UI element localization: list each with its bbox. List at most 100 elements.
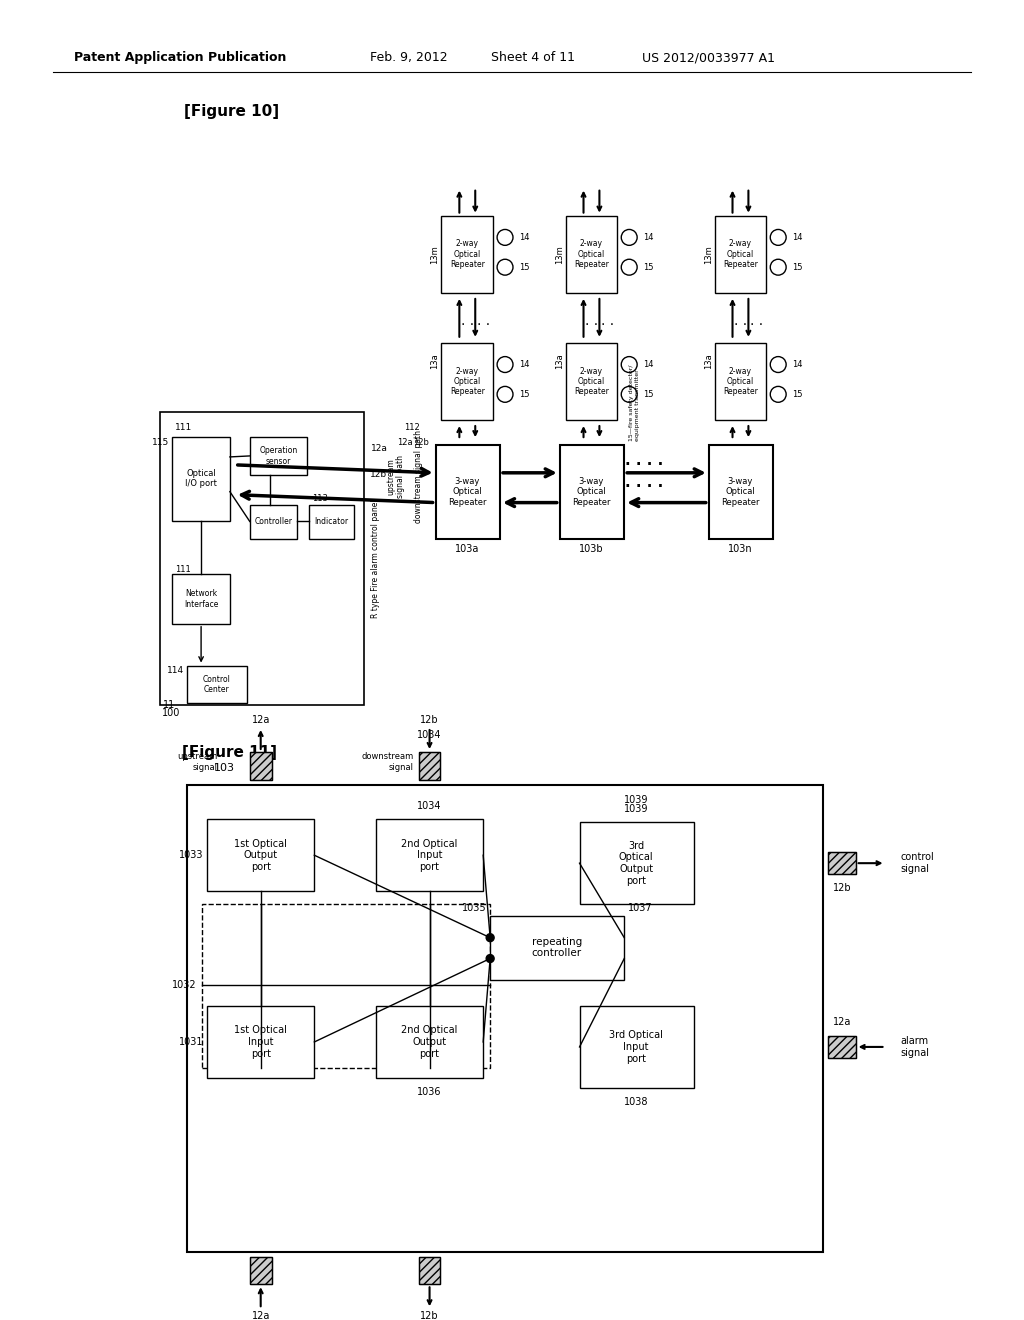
Text: 15: 15 [519, 389, 529, 399]
Text: 15: 15 [643, 389, 653, 399]
Circle shape [770, 230, 786, 246]
Bar [709, 445, 773, 540]
Text: 1st Optical
Output
port: 1st Optical Output port [234, 838, 287, 871]
Text: downstream
signal: downstream signal [361, 752, 414, 772]
Circle shape [770, 387, 786, 403]
Text: 13m: 13m [555, 246, 563, 264]
Text: Operation
sensor: Operation sensor [259, 446, 298, 466]
Text: 13m: 13m [703, 246, 713, 264]
Bar [250, 752, 271, 780]
Text: Network
Interface: Network Interface [184, 589, 218, 609]
Text: US 2012/0033977 A1: US 2012/0033977 A1 [642, 51, 775, 65]
Bar [187, 665, 247, 704]
Circle shape [497, 259, 513, 275]
Text: 100: 100 [163, 709, 180, 718]
Bar [441, 343, 494, 420]
Text: 3rd
Optical
Output
port: 3rd Optical Output port [618, 841, 653, 886]
Text: · · · ·: · · · · [625, 457, 664, 473]
Text: 12a: 12a [833, 1018, 851, 1027]
Text: · ·: · · [585, 318, 598, 331]
Text: 14: 14 [793, 232, 803, 242]
Bar [250, 752, 271, 780]
Text: 113: 113 [312, 494, 329, 503]
Bar [207, 1006, 314, 1077]
Text: · ·: · · [461, 318, 474, 331]
Text: 14: 14 [643, 232, 653, 242]
Text: 15: 15 [793, 389, 803, 399]
Circle shape [622, 230, 637, 246]
Bar [376, 1006, 483, 1077]
Bar [827, 1036, 856, 1057]
Text: upstream
signal: upstream signal [178, 752, 218, 772]
Bar [580, 822, 694, 904]
Bar [419, 1257, 440, 1284]
Text: Sheet 4 of 11: Sheet 4 of 11 [490, 51, 574, 65]
Text: [Figure 11]: [Figure 11] [182, 746, 278, 760]
Text: 111: 111 [175, 565, 191, 574]
Bar [187, 784, 823, 1251]
Circle shape [486, 954, 495, 962]
Bar [419, 752, 440, 780]
Text: 12b: 12b [420, 1311, 439, 1320]
Text: 15: 15 [643, 263, 653, 272]
Text: 2-way
Optical
Repeater: 2-way Optical Repeater [723, 239, 758, 269]
Text: 2-way
Optical
Repeater: 2-way Optical Repeater [723, 367, 758, 396]
Text: 3-way
Optical
Repeater: 3-way Optical Repeater [721, 477, 760, 507]
Text: 13a: 13a [430, 354, 439, 370]
Text: Feb. 9, 2012: Feb. 9, 2012 [370, 51, 447, 65]
Text: 15: 15 [519, 263, 529, 272]
Text: 1038: 1038 [624, 1097, 648, 1106]
Text: 12a: 12a [371, 445, 387, 454]
Text: 12a: 12a [252, 1311, 270, 1320]
Text: repeating
controller: repeating controller [531, 937, 582, 958]
Text: · ·: · · [601, 318, 614, 331]
Text: Patent Application Publication: Patent Application Publication [74, 51, 287, 65]
Text: 1032: 1032 [171, 981, 197, 990]
Text: R type Fire alarm control panel: R type Fire alarm control panel [372, 499, 381, 618]
Bar [202, 904, 490, 1068]
Text: 2nd Optical
Input
port: 2nd Optical Input port [401, 838, 458, 871]
Bar [250, 1257, 271, 1284]
Bar [435, 445, 500, 540]
Circle shape [770, 356, 786, 372]
Text: 12b: 12b [833, 883, 851, 894]
Text: · ·: · · [734, 318, 748, 331]
Text: 14: 14 [793, 360, 803, 370]
Text: 1034: 1034 [418, 730, 441, 741]
Text: 1037: 1037 [628, 903, 653, 913]
Text: 103b: 103b [580, 544, 604, 554]
Bar [560, 445, 625, 540]
Bar [250, 437, 307, 475]
Text: Indicator: Indicator [314, 517, 348, 525]
Text: 112: 112 [403, 422, 420, 432]
Bar [172, 437, 230, 521]
Text: 1033: 1033 [178, 850, 203, 861]
Text: Optical
I/O port: Optical I/O port [185, 469, 217, 488]
Bar [827, 1036, 856, 1057]
Text: Controller: Controller [255, 517, 293, 525]
Bar [207, 820, 314, 891]
Bar [565, 215, 617, 293]
Bar [580, 1006, 694, 1088]
Text: 12b: 12b [420, 715, 439, 725]
Text: 11: 11 [164, 701, 175, 710]
Text: 15: 15 [793, 263, 803, 272]
Text: 2-way
Optical
Repeater: 2-way Optical Repeater [450, 239, 484, 269]
Circle shape [622, 356, 637, 372]
Text: 3rd Optical
Input
port: 3rd Optical Input port [609, 1031, 664, 1064]
Text: 14: 14 [643, 360, 653, 370]
Text: 114: 114 [167, 667, 184, 675]
Text: 1st Optical
Input
port: 1st Optical Input port [234, 1026, 287, 1059]
Text: [Figure 10]: [Figure 10] [184, 104, 280, 119]
Circle shape [770, 259, 786, 275]
Text: 1034: 1034 [418, 800, 441, 810]
Text: alarm
signal: alarm signal [900, 1036, 930, 1057]
Bar [172, 574, 230, 624]
Bar [715, 215, 766, 293]
Text: · ·: · · [750, 318, 763, 331]
Text: · ·: · · [476, 318, 489, 331]
Bar [827, 853, 856, 874]
Bar [490, 916, 625, 981]
Text: 103: 103 [214, 763, 236, 772]
Text: 2-way
Optical
Repeater: 2-way Optical Repeater [574, 367, 609, 396]
